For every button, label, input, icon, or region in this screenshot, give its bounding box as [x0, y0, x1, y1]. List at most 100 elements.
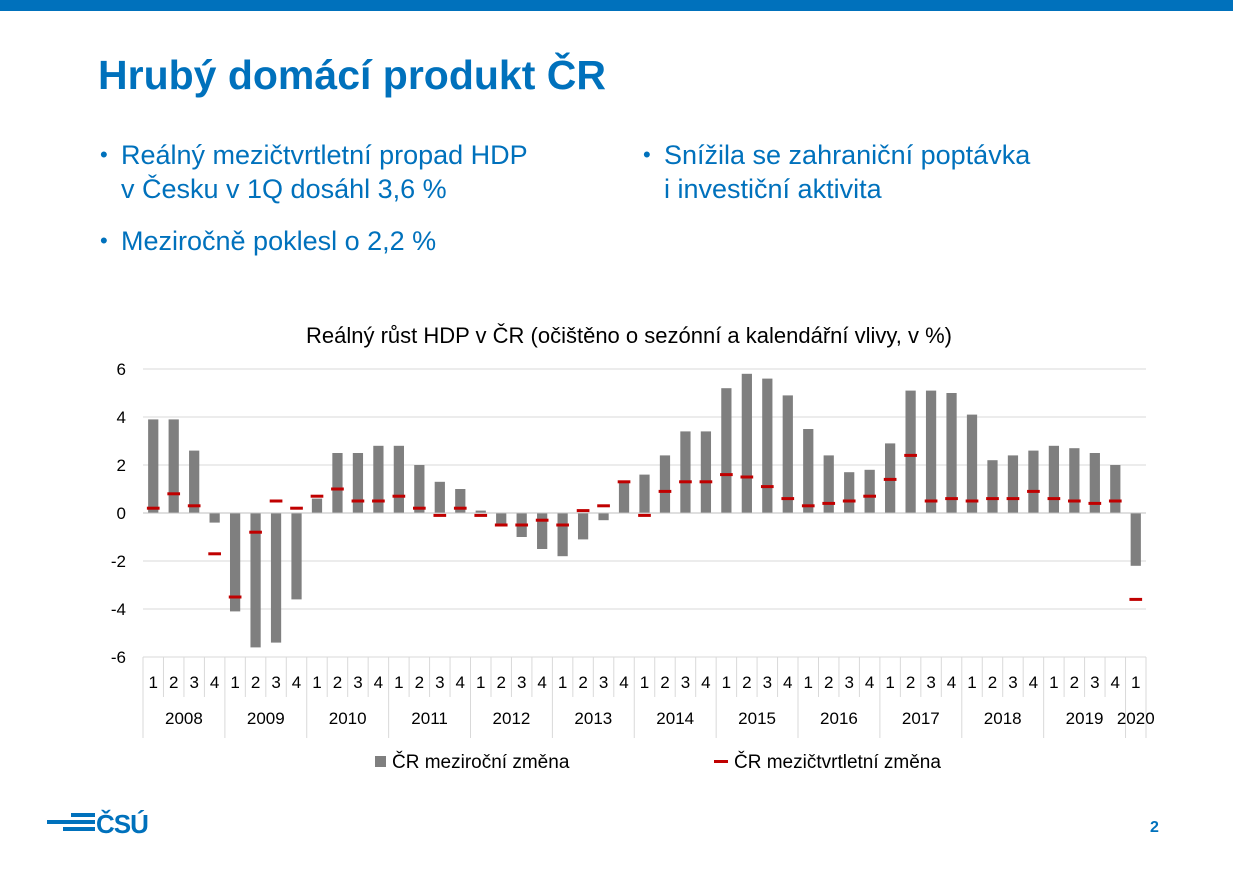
- year-label: 2018: [984, 709, 1022, 728]
- bar-yoy: [700, 431, 712, 513]
- x-tick-label: 4: [1111, 673, 1120, 692]
- x-tick-label: 3: [353, 673, 362, 692]
- bar-yoy: [1089, 453, 1100, 513]
- bullet-line: Meziročně poklesl o 2,2 %: [121, 226, 437, 256]
- logo-text: ČSÚ: [96, 809, 149, 839]
- x-tick-label: 2: [1070, 673, 1079, 692]
- bar-yoy: [537, 513, 548, 549]
- year-label: 2011: [411, 709, 448, 728]
- bar-yoy: [291, 513, 302, 600]
- bar-yoy: [496, 513, 507, 525]
- bar-yoy: [639, 474, 650, 513]
- x-tick-label: 4: [947, 673, 956, 692]
- legend-yoy-label: ČR meziroční změna: [392, 752, 570, 773]
- top-accent-bar: [0, 0, 1233, 11]
- x-tick-label: 1: [230, 673, 239, 692]
- x-tick-label: 3: [844, 673, 853, 692]
- bar-yoy: [618, 481, 630, 513]
- y-tick-label: -6: [111, 648, 126, 667]
- bullet-line: i investiční aktivita: [664, 174, 882, 204]
- bar-yoy: [373, 445, 384, 513]
- bullet-line: Snížila se zahraniční poptávka: [664, 140, 1031, 170]
- bullet-marker: •: [100, 142, 108, 167]
- bar-yoy: [1069, 448, 1080, 513]
- x-tick-label: 1: [558, 673, 567, 692]
- bar-yoy: [189, 450, 200, 513]
- year-label: 2013: [574, 709, 612, 728]
- x-tick-label: 4: [374, 673, 383, 692]
- x-tick-label: 4: [456, 673, 465, 692]
- x-tick-label: 3: [435, 673, 444, 692]
- x-tick-label: 2: [251, 673, 260, 692]
- bar-yoy: [741, 373, 752, 513]
- bar-yoy: [598, 513, 609, 521]
- bullet-marker: •: [643, 142, 651, 167]
- bar-yoy: [966, 414, 978, 513]
- x-tick-label: 3: [1008, 673, 1017, 692]
- bar-yoy: [250, 513, 261, 648]
- x-tick-label: 1: [312, 673, 321, 692]
- x-tick-label: 2: [496, 673, 505, 692]
- x-tick-label: 3: [517, 673, 526, 692]
- bar-yoy: [823, 455, 834, 513]
- y-tick-label: 2: [117, 456, 126, 475]
- x-tick-label: 4: [619, 673, 628, 692]
- year-label: 2017: [902, 709, 940, 728]
- x-tick-label: 2: [578, 673, 587, 692]
- x-tick-label: 1: [476, 673, 485, 692]
- bar-yoy: [1130, 513, 1141, 566]
- bar-yoy: [1048, 445, 1060, 513]
- bar-yoy: [659, 455, 671, 513]
- bar-yoy: [352, 453, 364, 513]
- bar-yoy: [229, 513, 241, 612]
- x-tick-label: 1: [149, 673, 158, 692]
- x-tick-label: 2: [824, 673, 833, 692]
- bar-yoy: [1028, 450, 1039, 513]
- logo-lines-icon: [47, 813, 95, 833]
- bar-yoy: [168, 419, 179, 513]
- x-tick-label: 3: [189, 673, 198, 692]
- x-tick-label: 4: [1029, 673, 1038, 692]
- y-tick-label: 6: [117, 360, 126, 379]
- x-tick-label: 3: [599, 673, 608, 692]
- slide-title: Hrubý domácí produkt ČR: [98, 52, 606, 98]
- x-tick-label: 1: [1049, 673, 1058, 692]
- bullet-qoq-drop: • Reálný mezičtvrtletní propad HDP v Čes…: [100, 138, 528, 206]
- bar-yoy: [905, 390, 916, 513]
- bar-yoy: [782, 395, 793, 513]
- x-tick-label: 2: [660, 673, 669, 692]
- page-number: 2: [1150, 819, 1159, 836]
- x-tick-label: 1: [394, 673, 403, 692]
- bullet-marker: •: [100, 228, 108, 253]
- x-tick-label: 4: [865, 673, 874, 692]
- year-label: 2020: [1117, 709, 1155, 728]
- bar-yoy: [864, 469, 875, 513]
- bar-yoy: [311, 498, 323, 513]
- x-tick-label: 4: [537, 673, 546, 692]
- x-tick-label: 3: [1090, 673, 1099, 692]
- year-label: 2009: [247, 709, 285, 728]
- chart-title: Reálný růst HDP v ČR (očištěno o sezónní…: [305, 323, 952, 348]
- x-tick-label: 4: [783, 673, 792, 692]
- bullet-line: Reálný mezičtvrtletní propad HDP: [121, 140, 528, 170]
- year-label: 2015: [738, 709, 776, 728]
- year-label: 2012: [493, 709, 531, 728]
- x-tick-label: 2: [742, 673, 751, 692]
- legend-qoq: ČR mezičtvrtletní změna: [714, 752, 941, 774]
- bar-yoy: [721, 388, 732, 513]
- bar-yoy: [434, 481, 445, 513]
- legend-bar-swatch: [375, 756, 386, 768]
- year-label: 2010: [329, 709, 367, 728]
- x-tick-label: 2: [169, 673, 178, 692]
- year-label: 2016: [820, 709, 858, 728]
- bar-yoy: [332, 453, 343, 513]
- bullet-yoy-drop: • Meziročně poklesl o 2,2 %: [100, 224, 437, 258]
- x-tick-label: 4: [292, 673, 301, 692]
- x-tick-label: 2: [988, 673, 997, 692]
- legend-yoy: ČR meziroční změna: [375, 752, 569, 774]
- x-tick-label: 3: [681, 673, 690, 692]
- bar-yoy: [557, 513, 568, 557]
- legend-dash-swatch: [714, 760, 728, 764]
- x-tick-label: 4: [701, 673, 710, 692]
- x-tick-label: 2: [415, 673, 424, 692]
